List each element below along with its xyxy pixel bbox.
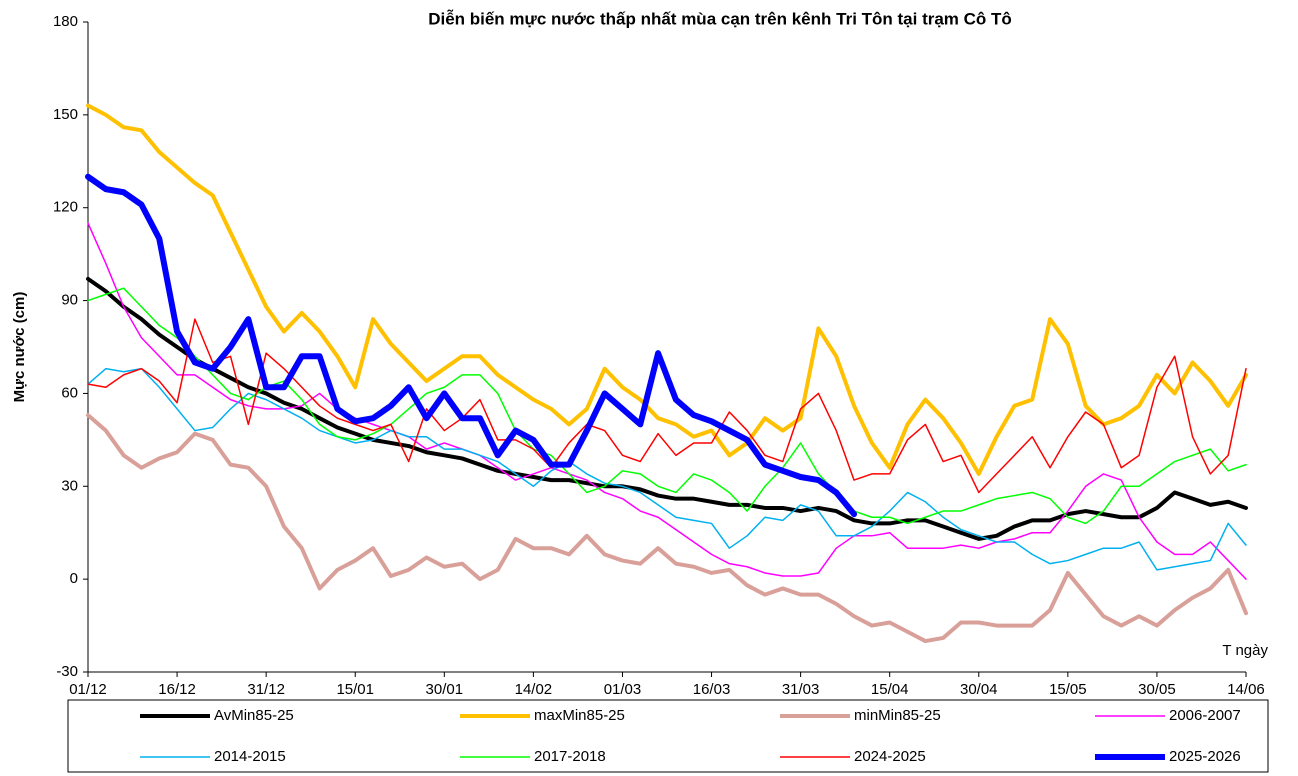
series-line <box>87 287 1247 525</box>
x-tick-label: 30/04 <box>960 681 998 698</box>
x-tick-label: 31/03 <box>782 681 820 698</box>
x-tick-label: 15/01 <box>336 681 374 698</box>
legend-label: AvMin85-25 <box>214 707 294 724</box>
series-line <box>86 103 1248 476</box>
legend-box <box>67 699 1269 773</box>
y-tick-label: -30 <box>56 663 78 680</box>
y-axis-label: Mực nước (cm) <box>11 292 28 403</box>
y-tick-label: 60 <box>61 384 78 401</box>
y-tick-label: 30 <box>61 477 78 494</box>
series-line <box>85 173 858 518</box>
series-line <box>87 318 1247 494</box>
x-tick-label: 01/03 <box>604 681 642 698</box>
legend-label: maxMin85-25 <box>534 707 625 724</box>
x-tick-label: 16/12 <box>158 681 196 698</box>
x-tick-label: 15/05 <box>1049 681 1087 698</box>
y-tick-label: 90 <box>61 292 78 309</box>
y-tick-label: 180 <box>53 13 78 30</box>
x-tick-label: 16/03 <box>693 681 731 698</box>
series-line <box>87 222 1247 580</box>
x-tick-label: 30/05 <box>1138 681 1176 698</box>
x-tick-label: 15/04 <box>871 681 909 698</box>
y-tick-label: 0 <box>70 570 78 587</box>
y-tick-label: 150 <box>53 106 78 123</box>
chart-title: Diễn biến mực nước thấp nhất mùa cạn trê… <box>428 9 1012 28</box>
x-tick-label: 30/01 <box>426 681 464 698</box>
legend-label: 2017-2018 <box>534 748 606 765</box>
x-tick-label: 14/06 <box>1227 681 1265 698</box>
x-tick-label: 31/12 <box>247 681 285 698</box>
legend-label: 2024-2025 <box>854 748 926 765</box>
series-line <box>86 276 1248 541</box>
y-tick-label: 120 <box>53 199 78 216</box>
series-line <box>86 413 1248 644</box>
legend-label: 2006-2007 <box>1169 707 1241 724</box>
series-line <box>87 367 1247 571</box>
legend-label: 2014-2015 <box>214 748 286 765</box>
legend-label: 2025-2026 <box>1169 748 1241 765</box>
x-tick-label: 01/12 <box>69 681 107 698</box>
x-tick-label: 14/02 <box>515 681 553 698</box>
legend-label: minMin85-25 <box>854 707 941 724</box>
x-annotation: T ngày <box>1222 642 1268 659</box>
